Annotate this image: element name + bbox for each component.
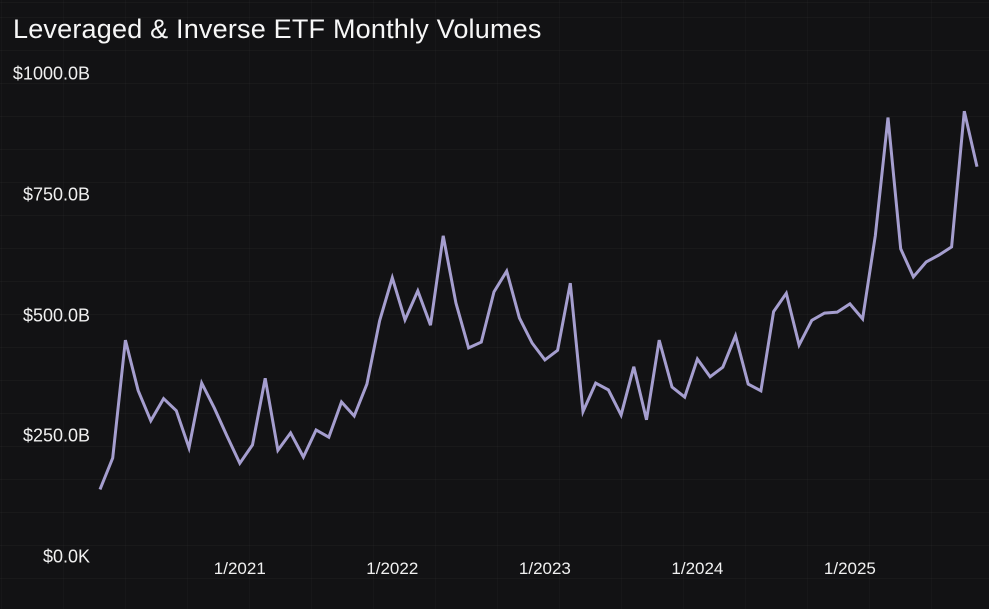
volume-series-line[interactable] <box>98 110 979 490</box>
x-tick-label: 1/2025 <box>823 559 876 578</box>
x-tick-label: 1/2024 <box>671 559 724 578</box>
y-tick-label: $500.0B <box>22 305 90 325</box>
y-tick-label: $1000.0B <box>12 63 90 84</box>
x-tick-label: 1/2022 <box>366 559 419 578</box>
x-tick-label: 1/2023 <box>518 559 571 578</box>
x-tick-label: 1/2021 <box>213 559 266 578</box>
chart-title: Leveraged & Inverse ETF Monthly Volumes <box>13 14 542 44</box>
y-tick-label: $750.0B <box>22 184 90 205</box>
y-tick-label: $250.0B <box>22 425 90 446</box>
y-tick-label: $0.0K <box>42 546 90 567</box>
